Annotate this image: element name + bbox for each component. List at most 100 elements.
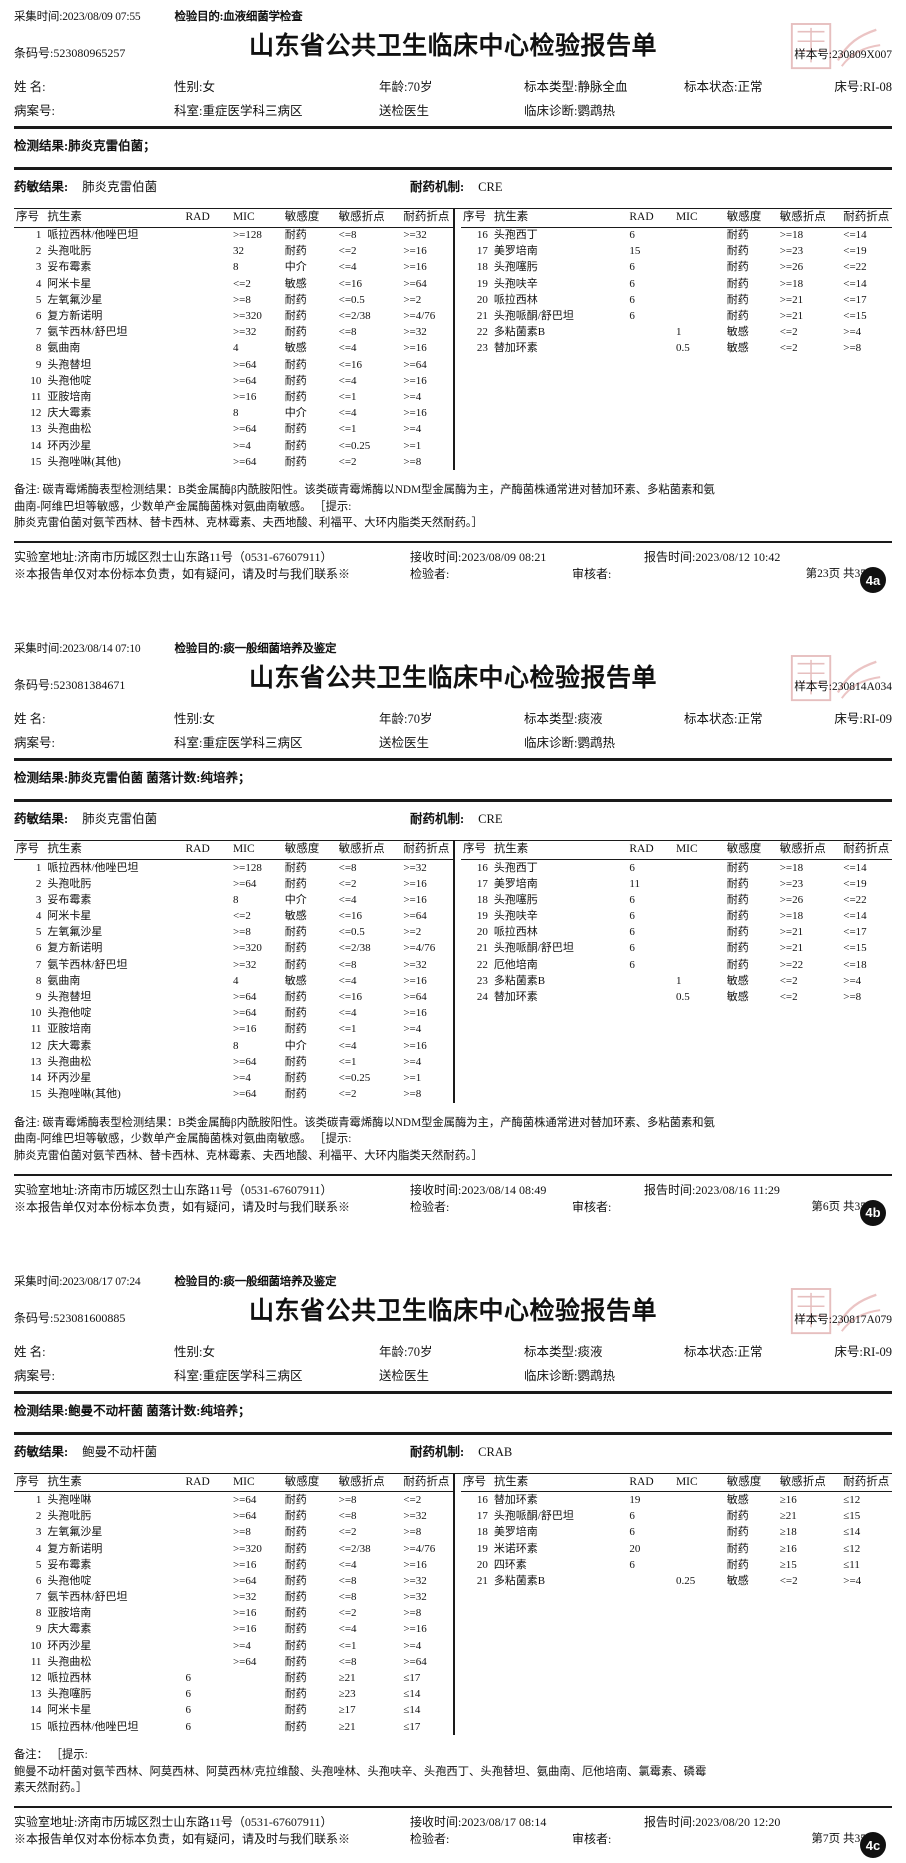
ast-header-mic: MIC (232, 841, 285, 860)
cell-rad (185, 941, 232, 957)
cell-no: 7 (35, 958, 42, 971)
cell-rad: 20 (629, 1542, 641, 1555)
table-row: 21 多粘菌素B 0.25 敏感 <=2 >=4 (461, 1573, 892, 1589)
cell-sens-breakpoint: <=4 (338, 893, 357, 906)
sens-result-value: 肺炎克雷伯菌 (82, 812, 158, 827)
cell-sensitivity: 敏感 (726, 1493, 749, 1506)
cell-rad (185, 244, 232, 260)
cell-res-breakpoint: >=1 (403, 439, 422, 452)
resistance-mechanism: 耐药机制: CRAB (410, 1441, 512, 1460)
ast-header-mic: MIC (675, 209, 727, 228)
table-row: 12 庆大霉素 8 中介 <=4 >=16 (14, 1038, 453, 1054)
table-row: 5 妥布霉素 >=16 耐药 <=4 >=16 (14, 1557, 453, 1573)
cell-antibiotic: 阿米卡星 (47, 910, 92, 923)
field-gender: 性别:女 (174, 1344, 215, 1359)
ast-header-sens-breakpoint: 敏感折点 (338, 1473, 404, 1493)
cell-antibiotic: 氨苄西林/舒巴坦 (47, 958, 128, 971)
table-row: 22 厄他培南 6 耐药 >=22 <=18 (461, 957, 892, 973)
table-row: 3 妥布霉素 8 中介 <=4 >=16 (14, 892, 453, 908)
page-title: 山东省公共卫生临床中心检验报告单 (248, 665, 657, 693)
cell-rad (185, 973, 232, 989)
cell-no: 20 (476, 1558, 488, 1571)
field-diagnosis: 临床诊断:鹦鹉热 (524, 104, 615, 118)
cell-antibiotic: 哌拉西林/他唑巴坦 (47, 1720, 139, 1733)
divider (14, 1390, 892, 1394)
cell-antibiotic: 美罗培南 (493, 245, 538, 258)
cell-antibiotic: 头孢唑啉(其他) (47, 1088, 121, 1101)
cell-sensitivity: 耐药 (284, 1007, 307, 1020)
cell-no: 10 (30, 374, 42, 387)
patient-info: 姓 名: 性别:女 年龄:70岁 标本类型:静脉全血 标本状态:正常 床号:RI-08 病案… (14, 76, 892, 119)
sens-result-value: 肺炎克雷伯菌 (82, 180, 158, 194)
cell-sensitivity: 敏感 (726, 326, 749, 339)
remark-line: 肺炎克雷伯菌对氨苄西林、替卡西林、克林霉素、夫西地酸、利福平、大环内脂类天然耐药… (14, 1149, 483, 1162)
cell-res-breakpoint: >=32 (403, 229, 427, 242)
patient-info: 姓 名: 性别:女 年龄:70岁 标本类型:痰液 标本状态:正常 床号:RI-09 病案号:… (14, 708, 892, 751)
page-number: 第7页 共35 (811, 1833, 866, 1846)
cell-res-breakpoint: >=64 (403, 277, 427, 290)
ast-header-antibiotic: 抗生素 (493, 841, 630, 860)
cell-sens-breakpoint: ≥17 (338, 1704, 356, 1717)
cell-res-breakpoint: >=8 (843, 991, 862, 1004)
cell-antibiotic: 氨苄西林/舒巴坦 (47, 1591, 128, 1604)
field-department: 科室:重症医学科三病区 (174, 104, 303, 118)
cell-no: 16 (476, 1493, 488, 1506)
ast-header-no: 序号 (14, 209, 48, 228)
cell-no: 19 (476, 910, 488, 923)
cell-rad: 6 (185, 1704, 191, 1717)
table-row: 20 哌拉西林 6 耐药 >=21 <=17 (461, 292, 892, 308)
table-row: 12 庆大霉素 8 中介 <=4 >=16 (14, 406, 453, 422)
cell-res-breakpoint: >=64 (403, 1655, 427, 1668)
collect-line: 采集时间:2023/08/14 07:10 检验目的:痰一般细菌培养及鉴定 (14, 632, 892, 656)
cell-sens-breakpoint: >=18 (779, 229, 804, 242)
cell-res-breakpoint: >=32 (403, 1591, 427, 1604)
cell-res-breakpoint: >=1 (403, 1071, 422, 1084)
table-row: 1 哌拉西林/他唑巴坦 >=128 耐药 <=8 >=32 (14, 227, 453, 244)
cell-sens-breakpoint: <=2 (338, 1526, 357, 1539)
mechanism-label: 耐药机制: (410, 812, 465, 827)
cell-antibiotic: 左氧氟沙星 (47, 926, 103, 939)
cell-no: 8 (35, 342, 42, 355)
cell-sensitivity: 耐药 (284, 861, 307, 874)
ast-header-res-breakpoint: 耐药折点 (843, 841, 892, 860)
table-row: 13 头孢曲松 >=64 耐药 <=1 >=4 (14, 422, 453, 438)
cell-res-breakpoint: <=15 (843, 310, 867, 323)
cell-no: 15 (30, 455, 42, 468)
table-row: 4 阿米卡星 <=2 敏感 <=16 >=64 (14, 276, 453, 292)
table-row: 20 哌拉西林 6 耐药 >=21 <=17 (461, 925, 892, 941)
cell-sensitivity: 耐药 (726, 1558, 749, 1571)
table-row: 16 头孢西丁 6 耐药 >=18 <=14 (461, 859, 892, 876)
cell-mic: >=16 (232, 1623, 257, 1636)
field-sender: 送检医生 (379, 736, 430, 751)
table-row: 11 头孢曲松 >=64 耐药 <=8 >=64 (14, 1654, 453, 1670)
cell-no: 21 (476, 942, 488, 955)
cell-sens-breakpoint: >=18 (779, 910, 804, 923)
cell-sens-breakpoint: <=1 (338, 423, 357, 436)
cell-sens-breakpoint: <=2/38 (338, 1542, 371, 1555)
cell-antibiotic: 头孢呋辛 (493, 277, 538, 290)
lab-report: 采集时间:2023/08/17 07:24 检验目的:痰一般细菌培养及鉴定 山东省公… (0, 1265, 906, 1859)
mechanism-value: CRAB (478, 1444, 513, 1459)
cell-mic: 32 (232, 245, 244, 258)
cell-no: 21 (476, 1574, 488, 1587)
cell-mic (233, 1670, 285, 1686)
cell-res-breakpoint: >=16 (403, 261, 427, 274)
cell-mic: >=8 (232, 926, 251, 939)
cell-antibiotic: 头孢西丁 (493, 861, 538, 874)
table-row: 9 头孢替坦 >=64 耐药 <=16 >=64 (14, 357, 453, 373)
cell-res-breakpoint: ≤15 (843, 1510, 861, 1523)
barcode-no: 条码号:523080965257 (14, 46, 126, 60)
cell-res-breakpoint: >=8 (403, 1526, 422, 1539)
cell-mic (676, 244, 727, 260)
sens-result-value: 鲍曼不动杆菌 (82, 1444, 158, 1459)
cell-no: 6 (35, 942, 42, 955)
cell-no: 9 (35, 991, 42, 1004)
cell-res-breakpoint: ≤14 (843, 1526, 861, 1539)
cell-res-breakpoint: >=8 (403, 1607, 422, 1620)
title-row: 山东省公共卫生临床中心检验报告单 条码号:523080965257 样本号:2308… (14, 23, 892, 70)
cell-no: 23 (476, 974, 488, 987)
cell-sens-breakpoint: <=4 (338, 261, 357, 274)
remark-line: 备注： ［提示: (14, 1749, 88, 1762)
cell-sens-breakpoint: ≥23 (338, 1688, 356, 1701)
remark-line: 肺炎克雷伯菌对氨苄西林、替卡西林、克林霉素、夫西地酸、利福平、大环内脂类天然耐药… (14, 517, 483, 530)
